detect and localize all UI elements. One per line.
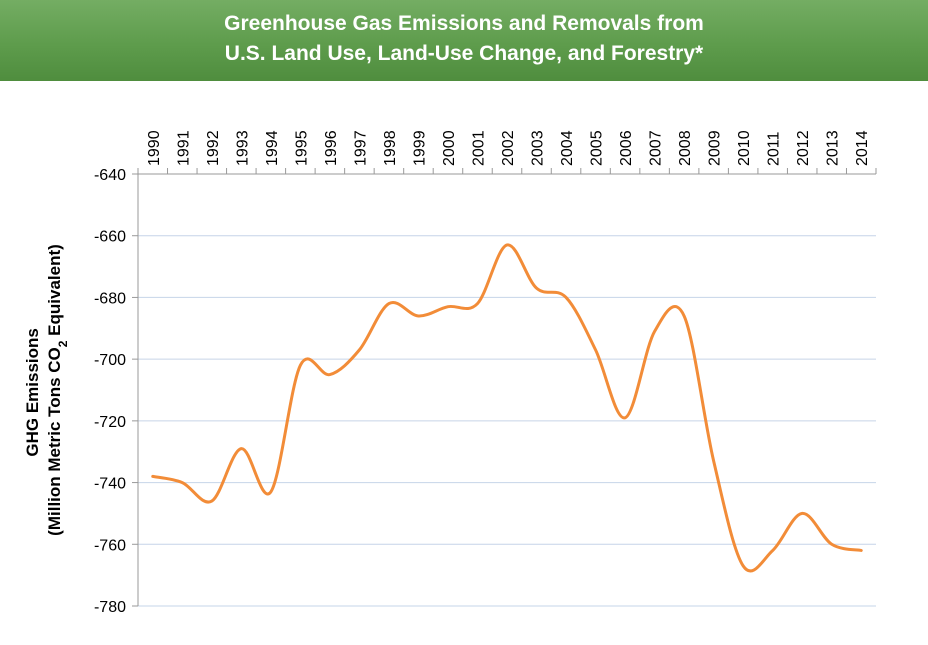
y-axis: -640 -660 -680 -700 -720 -740 -760 -780: [94, 167, 139, 616]
gridlines: [138, 235, 876, 607]
x-axis: 1990 1991 1992 1993 1994 1995 1996 1997 1998 1999…: [137, 130, 877, 175]
x-tick-label: 1996: [323, 130, 340, 166]
y-tick-label: -700: [94, 352, 126, 369]
x-tick-label: 2006: [618, 130, 635, 166]
y-axis-title-line2: (Million Metric Tons CO: [45, 347, 64, 536]
x-tick-label: 2001: [470, 130, 487, 166]
x-tick-label: 2009: [707, 130, 724, 166]
x-tick-label: 2007: [648, 130, 665, 166]
x-tick-label: 2013: [825, 130, 842, 166]
y-tick-label: -680: [94, 290, 126, 307]
y-tick-label: -660: [94, 229, 126, 246]
y-tick-label: -740: [94, 476, 126, 493]
y-tick-label: -780: [94, 599, 126, 616]
x-tick-label: 1994: [264, 130, 281, 166]
chart-title-line2: U.S. Land Use, Land-Use Change, and Fore…: [224, 42, 704, 65]
series-line: [151, 243, 863, 573]
y-axis-title-line2-end: Equivalent): [45, 244, 64, 340]
y-tick-label: -760: [94, 537, 126, 554]
x-tick-label: 2008: [677, 130, 694, 166]
x-tick-label: 2004: [559, 130, 576, 166]
x-tick-label: 1990: [146, 130, 163, 166]
y-tick-label: -640: [94, 167, 126, 184]
x-tick-label: 1992: [205, 130, 222, 166]
x-tick-label: 1991: [175, 130, 192, 166]
x-tick-label: 1997: [352, 130, 369, 166]
x-tick-label: 2014: [854, 130, 871, 166]
x-tick-label: 1995: [293, 130, 310, 166]
x-tick-label: 1993: [234, 130, 251, 166]
x-tick-label: 2005: [589, 130, 606, 166]
y-axis-title-sub: 2: [56, 340, 70, 347]
title-banner: Greenhouse Gas Emissions and Removals fr…: [0, 0, 928, 81]
chart-title-line1: Greenhouse Gas Emissions and Removals fr…: [224, 12, 704, 35]
plot-area: [151, 243, 863, 573]
y-tick-label: -720: [94, 414, 126, 431]
x-tick-label: 1998: [382, 130, 399, 166]
x-tick-label: 2002: [500, 130, 517, 166]
y-axis-title-line1: GHG Emissions: [23, 328, 42, 456]
x-tick-label: 2012: [795, 130, 812, 166]
x-tick-label: 2000: [441, 130, 458, 166]
y-axis-title: GHG Emissions (Million Metric Tons CO2 E…: [23, 244, 70, 536]
x-tick-label: 1999: [411, 130, 428, 166]
x-tick-label: 2010: [736, 130, 753, 166]
x-tick-label: 2003: [530, 130, 547, 166]
x-tick-label: 2011: [766, 131, 783, 166]
